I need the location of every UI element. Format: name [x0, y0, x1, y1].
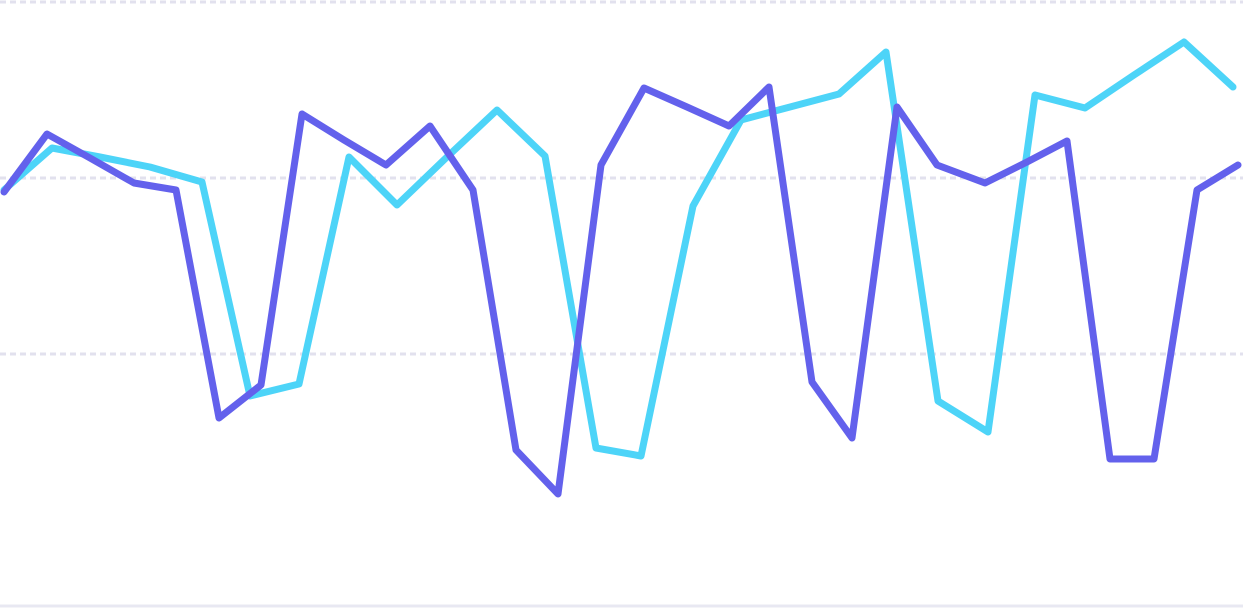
line-series [0, 38, 1237, 460]
line-series [0, 83, 1242, 498]
